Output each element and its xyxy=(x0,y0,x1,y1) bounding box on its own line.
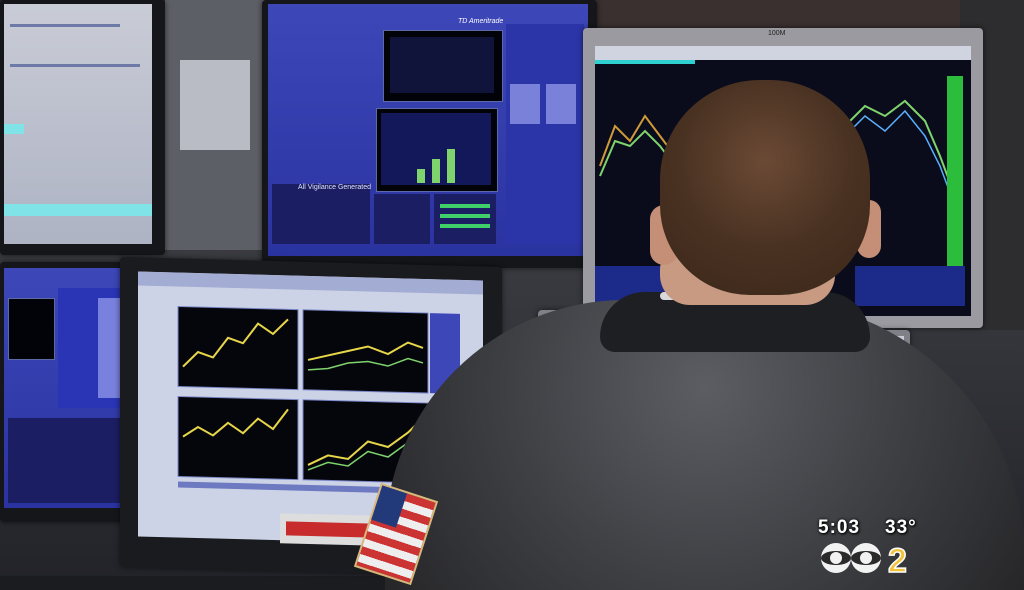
panel-header: All Vigilance Generated xyxy=(298,184,372,191)
mini-chart-top xyxy=(383,30,503,102)
clock-readout: 5:03 xyxy=(818,517,861,538)
screen-top-center: TD Ameritrade All Vigilance Generated xyxy=(268,4,588,256)
shelf-panel xyxy=(180,60,250,150)
brand-label: TD Ameritrade xyxy=(458,18,504,25)
monitor-tag: 100M xyxy=(768,30,786,37)
depth-grid xyxy=(376,108,498,192)
screen-top-left xyxy=(4,4,152,244)
screen-mid-left xyxy=(4,268,138,508)
monitor-top-left xyxy=(0,0,165,255)
data-panel-mid xyxy=(374,194,430,244)
data-panel-left xyxy=(272,184,370,244)
order-panel xyxy=(506,24,584,244)
data-panel-right xyxy=(434,194,496,244)
cbs-2-logo: 2 xyxy=(821,541,908,576)
candlestick-chart-right xyxy=(595,46,971,306)
channel-number: 2 xyxy=(888,542,907,576)
monitor-top-center: TD Ameritrade All Vigilance Generated xyxy=(262,0,597,268)
person-head xyxy=(660,80,870,295)
temperature-readout: 33° xyxy=(885,517,917,538)
monitor-mid-left xyxy=(0,262,150,522)
